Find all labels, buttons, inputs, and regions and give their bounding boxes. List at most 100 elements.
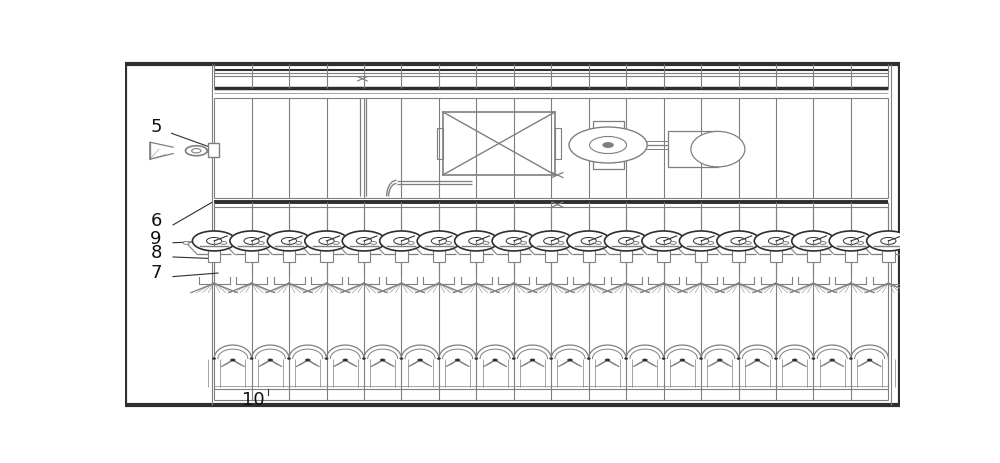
- Circle shape: [305, 231, 348, 251]
- Circle shape: [642, 231, 685, 251]
- Circle shape: [475, 358, 478, 359]
- Text: 8: 8: [150, 244, 162, 263]
- Bar: [395, 246, 408, 263]
- Circle shape: [244, 238, 259, 244]
- Text: 9: 9: [150, 230, 162, 248]
- Circle shape: [558, 242, 564, 244]
- Circle shape: [708, 242, 714, 244]
- Circle shape: [483, 242, 489, 244]
- Bar: [882, 246, 895, 263]
- Circle shape: [670, 242, 676, 244]
- Circle shape: [258, 242, 264, 244]
- Circle shape: [774, 358, 778, 359]
- Circle shape: [820, 242, 826, 244]
- Circle shape: [400, 358, 403, 359]
- Circle shape: [192, 231, 236, 251]
- Circle shape: [843, 238, 859, 244]
- Bar: [583, 246, 595, 263]
- Circle shape: [370, 242, 377, 244]
- Bar: [555, 128, 561, 159]
- Circle shape: [857, 242, 864, 244]
- Circle shape: [380, 359, 385, 361]
- Circle shape: [431, 238, 446, 244]
- Circle shape: [830, 359, 835, 361]
- Circle shape: [325, 358, 328, 359]
- Circle shape: [305, 359, 310, 361]
- Circle shape: [737, 358, 740, 359]
- Circle shape: [881, 238, 896, 244]
- Bar: [545, 246, 557, 263]
- Circle shape: [185, 146, 207, 156]
- Bar: [624, 136, 631, 155]
- Ellipse shape: [691, 131, 745, 167]
- Circle shape: [717, 359, 722, 361]
- Circle shape: [567, 231, 610, 251]
- Circle shape: [867, 231, 910, 251]
- Circle shape: [469, 238, 484, 244]
- Circle shape: [445, 242, 452, 244]
- Circle shape: [829, 231, 873, 251]
- Circle shape: [755, 359, 760, 361]
- Circle shape: [700, 358, 703, 359]
- Circle shape: [192, 149, 201, 153]
- Text: 10: 10: [242, 391, 264, 408]
- Circle shape: [679, 231, 723, 251]
- Circle shape: [643, 359, 647, 361]
- Bar: [470, 246, 483, 263]
- Circle shape: [792, 359, 797, 361]
- Circle shape: [319, 238, 334, 244]
- Circle shape: [417, 231, 461, 251]
- Circle shape: [418, 359, 422, 361]
- Circle shape: [512, 358, 515, 359]
- Circle shape: [595, 242, 601, 244]
- Circle shape: [717, 231, 760, 251]
- Circle shape: [782, 242, 789, 244]
- Circle shape: [656, 238, 671, 244]
- Circle shape: [603, 143, 613, 147]
- Circle shape: [806, 238, 821, 244]
- Circle shape: [731, 238, 746, 244]
- Circle shape: [520, 242, 526, 244]
- Bar: [593, 121, 624, 169]
- Circle shape: [604, 231, 648, 251]
- Circle shape: [492, 231, 535, 251]
- Bar: [508, 246, 520, 263]
- Circle shape: [343, 359, 348, 361]
- Circle shape: [768, 238, 784, 244]
- Circle shape: [619, 238, 634, 244]
- Circle shape: [605, 359, 610, 361]
- Circle shape: [568, 359, 572, 361]
- Bar: [845, 246, 857, 263]
- Circle shape: [230, 231, 273, 251]
- Circle shape: [268, 359, 273, 361]
- Circle shape: [380, 231, 423, 251]
- Circle shape: [408, 242, 414, 244]
- Circle shape: [267, 231, 311, 251]
- Circle shape: [812, 358, 815, 359]
- Circle shape: [590, 137, 627, 154]
- Bar: [770, 246, 782, 263]
- Bar: [668, 131, 718, 167]
- Circle shape: [506, 238, 521, 244]
- Circle shape: [745, 242, 751, 244]
- Circle shape: [544, 238, 559, 244]
- Circle shape: [493, 359, 497, 361]
- Circle shape: [633, 242, 639, 244]
- Circle shape: [680, 359, 685, 361]
- Circle shape: [581, 238, 596, 244]
- Circle shape: [221, 242, 227, 244]
- Bar: [443, 112, 555, 175]
- Bar: [245, 246, 258, 263]
- Bar: [358, 246, 370, 263]
- Text: 5: 5: [150, 118, 162, 136]
- Circle shape: [394, 238, 409, 244]
- Circle shape: [569, 127, 647, 163]
- Circle shape: [867, 359, 872, 361]
- Circle shape: [231, 359, 235, 361]
- Circle shape: [530, 231, 573, 251]
- Bar: [437, 128, 443, 159]
- Circle shape: [356, 238, 372, 244]
- Circle shape: [625, 358, 628, 359]
- Circle shape: [250, 358, 253, 359]
- Bar: [320, 246, 333, 263]
